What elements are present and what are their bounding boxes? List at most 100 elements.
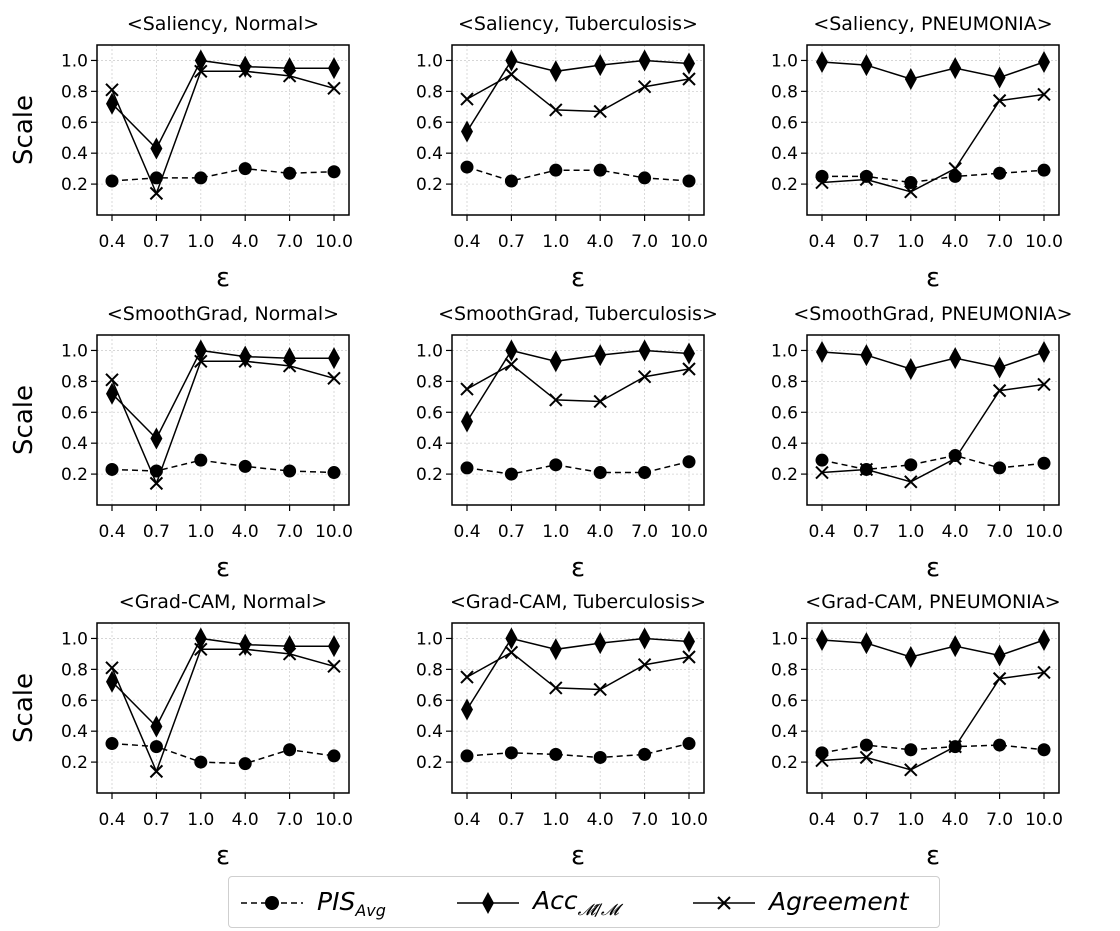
series-line-acc (111, 349, 334, 440)
x-tick-label: 1.0 (187, 522, 214, 542)
series-line-agr (111, 360, 335, 486)
point-acc (993, 66, 1006, 89)
point-acc (505, 49, 518, 72)
point-acc (328, 347, 340, 370)
point-acc (949, 635, 962, 658)
series-line-pis (111, 459, 335, 474)
point-agr (460, 92, 474, 106)
x-tick-label: 0.7 (143, 522, 170, 542)
y-tick-label: 0.4 (771, 144, 798, 164)
point-agr (859, 172, 874, 187)
x-axis-label: ε (216, 841, 230, 871)
y-tick-label: 0.8 (416, 372, 443, 392)
point-pis (460, 160, 474, 174)
y-tick-label: 0.4 (416, 144, 443, 164)
point-acc (860, 54, 873, 77)
point-agr (904, 763, 918, 777)
point-acc (638, 339, 651, 362)
series-line-acc (111, 637, 334, 728)
point-agr (1037, 665, 1051, 680)
point-acc (816, 629, 828, 651)
x-tick-label: 7.0 (986, 232, 1013, 252)
point-agr (859, 462, 874, 477)
panel-8: <Grad-CAM, Tuberculosis> 0.2 0.4 0.6 0.8 1.0 0… (416, 591, 708, 871)
point-pis (904, 458, 918, 472)
y-tick-label: 0.8 (771, 660, 798, 680)
x-tick-label: 4.0 (232, 232, 259, 252)
point-pis (682, 455, 696, 469)
y-tick-label: 1.0 (771, 629, 798, 649)
point-acc (461, 698, 473, 721)
figure: <Saliency, Normal> 0.2 0.4 0.6 0.8 1.0 0.4 0.7 1… (9, 13, 1073, 871)
point-pis (105, 174, 119, 188)
legend-entry-agr: Agreement (691, 877, 908, 929)
point-pis (638, 466, 652, 480)
panel-1: <Saliency, Normal> 0.2 0.4 0.6 0.8 1.0 0.4 0.7 1… (9, 13, 353, 293)
x-tick-label: 0.7 (853, 522, 880, 542)
point-pis (327, 165, 341, 179)
panel-5: <SmoothGrad, Tuberculosis> 0.2 0.4 0.6 0.8 1.… (416, 303, 718, 583)
point-acc (949, 347, 962, 370)
point-acc (328, 635, 340, 658)
point-acc (683, 630, 695, 653)
point-agr (549, 103, 563, 117)
panel-title: <Saliency, PNEUMONIA> (813, 13, 1052, 35)
legend-entry-acc: Acc𝓜́/𝓜 (455, 877, 619, 929)
y-tick-label: 0.2 (416, 175, 443, 195)
point-acc (683, 52, 695, 75)
point-pis (682, 737, 696, 751)
x-tick-label: 0.4 (453, 810, 480, 830)
point-pis (1037, 163, 1051, 177)
x-tick-label: 10.0 (1025, 232, 1063, 252)
x-tick-label: 10.0 (670, 232, 708, 252)
point-pis (593, 466, 607, 480)
point-acc (904, 358, 917, 380)
x-tick-label: 7.0 (631, 232, 658, 252)
x-tick-label: 7.0 (276, 232, 303, 252)
point-acc (549, 60, 562, 83)
series-line-agr (466, 363, 690, 403)
x-tick-label: 4.0 (587, 232, 614, 252)
x-tick-label: 1.0 (542, 232, 569, 252)
y-tick-label: 0.2 (61, 175, 88, 195)
point-pis (194, 755, 208, 769)
x-tick-label: 1.0 (187, 810, 214, 830)
point-agr (593, 394, 607, 409)
series-line-agr (466, 651, 690, 691)
x-axis-label: ε (216, 553, 230, 583)
point-acc (594, 344, 607, 367)
x-axis-label: ε (571, 841, 585, 871)
plot-frame (806, 622, 1060, 794)
point-acc (328, 57, 340, 80)
series-line-acc (466, 637, 690, 710)
y-tick-label: 0.2 (61, 753, 88, 773)
legend-label-acc: Acc𝓜́/𝓜 (533, 886, 619, 919)
point-pis (149, 171, 163, 185)
point-pis (504, 467, 518, 481)
y-axis-label: Scale (9, 673, 39, 743)
point-agr (859, 750, 874, 765)
point-pis (238, 459, 252, 473)
panel-title: <Saliency, Tuberculosis> (458, 13, 698, 35)
x-tick-label: 0.7 (853, 810, 880, 830)
point-acc (150, 715, 163, 738)
point-pis (904, 176, 918, 190)
point-pis (460, 749, 474, 763)
point-agr (637, 80, 652, 94)
point-agr (327, 81, 341, 95)
point-acc (904, 68, 917, 90)
point-agr (815, 465, 829, 480)
point-pis (638, 747, 652, 761)
y-tick-label: 1.0 (61, 51, 88, 71)
point-agr (460, 670, 474, 684)
panel-title: <Grad-CAM, Tuberculosis> (450, 591, 706, 613)
point-pis (993, 738, 1007, 752)
legend-label-pis: PISAvg (317, 886, 386, 920)
y-tick-label: 0.2 (416, 753, 443, 773)
series-line-pis (466, 166, 690, 182)
series-line-pis (821, 744, 1045, 754)
x-tick-label: 4.0 (587, 810, 614, 830)
point-pis (993, 166, 1007, 180)
point-agr (105, 83, 119, 97)
plot-frame (451, 622, 705, 794)
